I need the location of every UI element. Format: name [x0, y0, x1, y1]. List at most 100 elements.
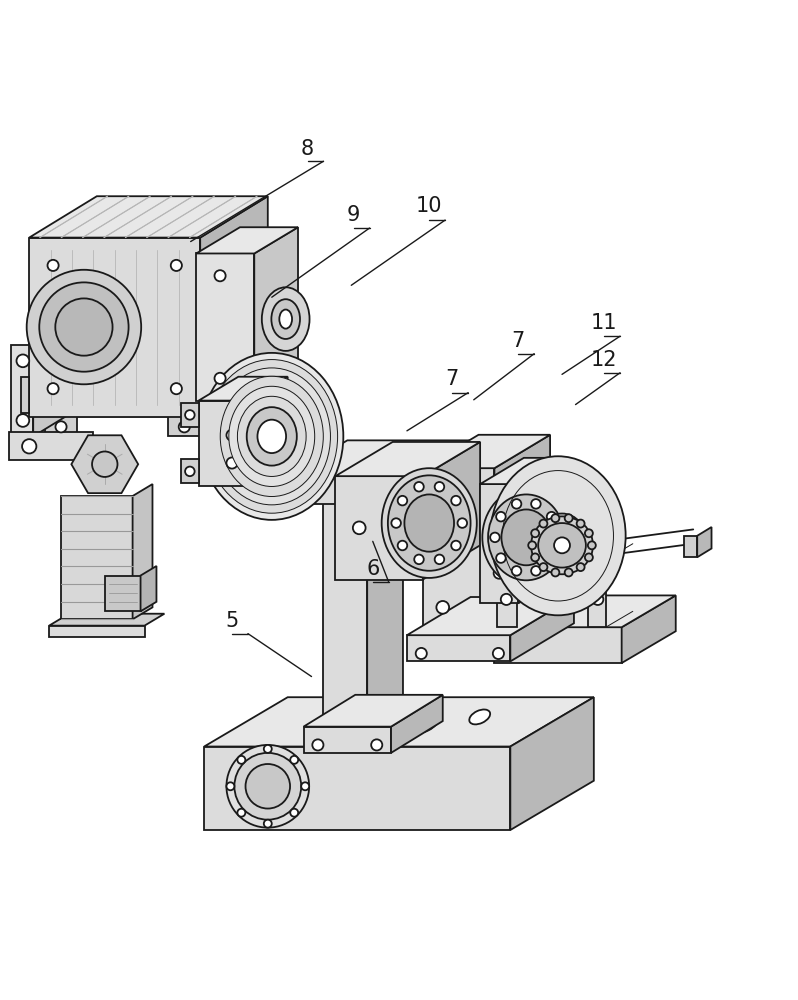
Ellipse shape: [588, 541, 596, 549]
Ellipse shape: [227, 782, 235, 790]
Polygon shape: [49, 626, 144, 637]
Ellipse shape: [48, 260, 58, 271]
Polygon shape: [511, 597, 574, 661]
Polygon shape: [511, 697, 594, 830]
Ellipse shape: [388, 475, 471, 571]
Ellipse shape: [247, 407, 297, 466]
Polygon shape: [335, 476, 423, 580]
Ellipse shape: [493, 648, 504, 659]
Ellipse shape: [554, 537, 570, 553]
Polygon shape: [407, 635, 511, 661]
Polygon shape: [367, 479, 403, 747]
Polygon shape: [71, 435, 138, 493]
Ellipse shape: [437, 494, 449, 506]
Ellipse shape: [271, 299, 300, 339]
Polygon shape: [287, 440, 499, 476]
Ellipse shape: [547, 553, 556, 563]
Ellipse shape: [262, 287, 310, 351]
Polygon shape: [335, 442, 480, 476]
Ellipse shape: [585, 553, 593, 561]
Ellipse shape: [227, 430, 238, 441]
Ellipse shape: [235, 753, 301, 820]
Ellipse shape: [179, 421, 190, 432]
Ellipse shape: [565, 514, 573, 522]
Ellipse shape: [414, 555, 424, 564]
Ellipse shape: [551, 514, 559, 522]
Ellipse shape: [501, 509, 551, 565]
Polygon shape: [61, 496, 132, 619]
Ellipse shape: [22, 439, 37, 453]
Polygon shape: [105, 576, 140, 611]
Polygon shape: [45, 413, 77, 436]
Ellipse shape: [238, 396, 306, 476]
Ellipse shape: [185, 467, 195, 476]
Ellipse shape: [215, 373, 226, 384]
Polygon shape: [497, 557, 606, 570]
Polygon shape: [200, 196, 268, 417]
Ellipse shape: [577, 563, 585, 571]
Ellipse shape: [92, 451, 117, 477]
Ellipse shape: [258, 420, 286, 453]
Polygon shape: [323, 500, 367, 747]
Ellipse shape: [409, 711, 439, 733]
Ellipse shape: [279, 310, 292, 329]
Ellipse shape: [551, 568, 559, 576]
Ellipse shape: [592, 594, 603, 605]
Polygon shape: [30, 375, 268, 417]
Ellipse shape: [416, 648, 427, 659]
Ellipse shape: [539, 520, 547, 528]
Ellipse shape: [496, 512, 506, 521]
Ellipse shape: [451, 541, 460, 550]
Ellipse shape: [501, 594, 512, 605]
Polygon shape: [140, 566, 156, 611]
Polygon shape: [323, 479, 403, 500]
Ellipse shape: [457, 518, 467, 528]
Polygon shape: [303, 695, 443, 727]
Polygon shape: [181, 403, 199, 427]
Ellipse shape: [312, 739, 323, 750]
Polygon shape: [248, 377, 287, 486]
Ellipse shape: [531, 566, 541, 576]
Ellipse shape: [39, 282, 128, 372]
Ellipse shape: [56, 421, 66, 432]
Ellipse shape: [531, 499, 541, 509]
Text: 11: 11: [591, 313, 618, 333]
Polygon shape: [10, 432, 93, 460]
Polygon shape: [423, 468, 495, 639]
Ellipse shape: [55, 298, 113, 356]
Ellipse shape: [531, 516, 593, 574]
Ellipse shape: [229, 386, 314, 486]
Ellipse shape: [227, 457, 238, 469]
Ellipse shape: [531, 529, 539, 537]
Polygon shape: [287, 476, 439, 504]
Polygon shape: [439, 440, 499, 504]
Polygon shape: [30, 238, 200, 417]
Polygon shape: [196, 227, 298, 253]
Polygon shape: [497, 560, 516, 627]
Polygon shape: [518, 458, 562, 603]
Ellipse shape: [215, 270, 226, 281]
Text: 7: 7: [512, 331, 525, 351]
Ellipse shape: [220, 376, 323, 497]
Polygon shape: [168, 413, 200, 436]
Polygon shape: [303, 727, 391, 753]
Ellipse shape: [437, 601, 449, 614]
Ellipse shape: [26, 270, 141, 384]
Ellipse shape: [264, 820, 272, 828]
Polygon shape: [391, 695, 443, 753]
Ellipse shape: [17, 414, 30, 427]
Text: 5: 5: [225, 611, 239, 631]
Polygon shape: [30, 196, 268, 238]
Polygon shape: [480, 458, 562, 484]
Ellipse shape: [414, 482, 424, 492]
Text: 6: 6: [366, 559, 379, 579]
Polygon shape: [204, 747, 511, 830]
Ellipse shape: [482, 488, 570, 587]
Polygon shape: [204, 697, 594, 747]
Ellipse shape: [435, 555, 444, 564]
Ellipse shape: [577, 520, 585, 528]
Polygon shape: [199, 401, 248, 486]
Polygon shape: [697, 527, 712, 557]
Polygon shape: [132, 484, 152, 619]
Ellipse shape: [391, 518, 401, 528]
